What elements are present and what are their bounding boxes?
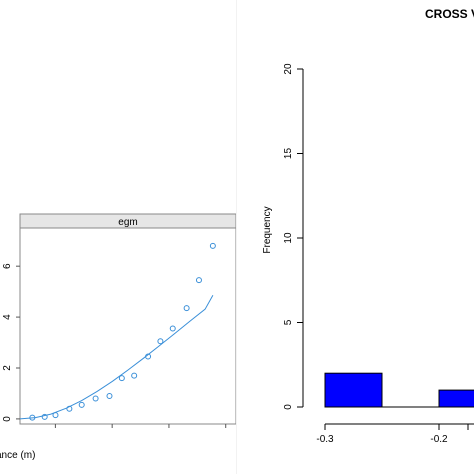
plot-frame [19,227,236,425]
data-point [66,405,73,412]
histogram-bar [324,372,383,408]
y-tick-label: 20 [283,63,294,75]
data-point [78,401,85,408]
y-tick-label: 5 [283,319,294,325]
y-axis-label: Frequency [262,206,273,253]
data-point [106,393,113,399]
x-axis-label: ance (m) [0,450,35,461]
data-point [92,395,99,402]
y-tick-label: 15 [283,148,294,160]
data-point [145,353,152,360]
y-tick-label: 6 [2,263,13,269]
variogram-chart: egm 0 2 4 6 ance (m) [0,213,236,461]
data-point [131,372,138,379]
data-point [29,414,36,421]
panel-divider [236,0,237,474]
histogram-bar [438,389,474,408]
data-point [183,305,190,312]
data-point [195,277,202,284]
y-tick-label: 2 [2,365,13,371]
y-tick-label: 4 [2,314,13,320]
data-point [118,375,125,382]
data-point [52,412,59,419]
strip-label: egm [118,217,137,228]
y-tick-label: 10 [283,232,294,244]
y-tick-label: 0 [2,416,13,422]
data-point [157,338,164,345]
x-tick-label: -0.2 [430,434,448,445]
data-point [169,325,176,332]
data-point [209,242,216,249]
data-point [41,413,48,420]
chart-title: CROSS V [425,7,474,21]
x-tick-label: -0.3 [316,434,334,445]
y-tick-label: 0 [283,404,294,410]
